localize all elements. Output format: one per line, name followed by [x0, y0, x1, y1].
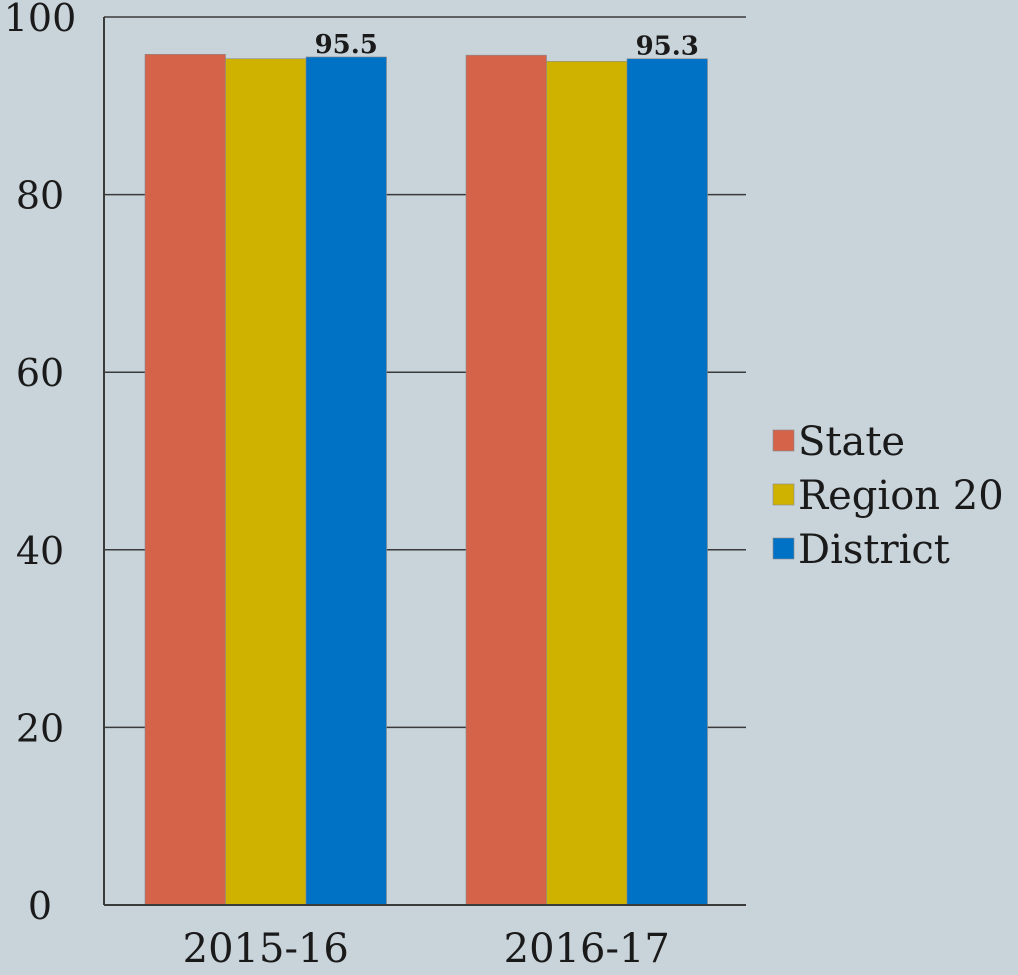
- bars: [144, 53, 708, 906]
- y-tick-label: 0: [28, 884, 52, 928]
- x-tick-labels: 2015-16 2016-17: [183, 926, 670, 972]
- y-tick-label: 60: [16, 351, 64, 395]
- legend-label: Region 20: [798, 473, 1004, 519]
- y-tick-label: 100: [4, 0, 77, 40]
- legend-swatch-district: [772, 537, 795, 560]
- legend-label: State: [798, 419, 905, 465]
- legend: State Region 20 District: [772, 419, 1004, 573]
- bar-state-2016-17: [465, 54, 547, 906]
- bar-district-2016-17: [626, 58, 708, 906]
- y-tick-label: 40: [16, 529, 64, 573]
- legend-label: District: [798, 527, 950, 573]
- y-tick-label: 20: [16, 706, 64, 750]
- bar-region-20-2016-17: [546, 61, 628, 906]
- y-tick-labels: 0 20 40 60 80 100: [4, 0, 77, 928]
- axes: [103, 17, 746, 906]
- x-tick-label: 2016-17: [504, 926, 670, 972]
- x-tick-label: 2015-16: [183, 926, 349, 972]
- bar-region-20-2015-16: [225, 58, 307, 906]
- data-label: 95.3: [636, 32, 699, 62]
- bar-state-2015-16: [144, 53, 226, 906]
- data-labels: 95.5 95.3: [315, 30, 699, 62]
- legend-swatch-state: [772, 429, 795, 452]
- bar-district-2015-16: [305, 56, 387, 906]
- data-label: 95.5: [315, 30, 378, 60]
- y-tick-label: 80: [16, 174, 64, 218]
- legend-swatch-region-20: [772, 483, 795, 506]
